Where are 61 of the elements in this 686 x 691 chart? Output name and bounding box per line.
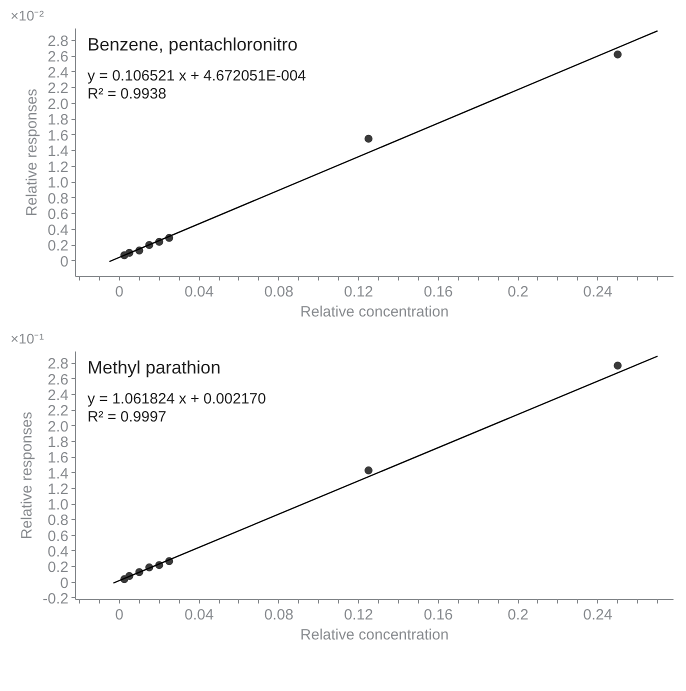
- y-tick-label: 2.8: [48, 32, 69, 50]
- x-axis-title: Relative concentration: [300, 304, 449, 320]
- x-tick-label: 0.08: [264, 606, 294, 624]
- y-tick-label: 0: [60, 574, 68, 592]
- y-tick-label: 2.2: [48, 80, 69, 98]
- y-tick-label: 1.6: [48, 127, 69, 144]
- x-axis-title: Relative concentration: [300, 626, 449, 644]
- y-tick-label: 2.2: [48, 402, 69, 420]
- annotation: R² = 0.9938: [88, 86, 166, 102]
- y-tick-label: 2.4: [48, 64, 69, 82]
- x-tick-label: 0: [115, 606, 124, 624]
- point: [614, 362, 622, 370]
- chart-title: Methyl parathion: [88, 358, 221, 378]
- y-tick-label: 0.6: [48, 528, 69, 545]
- x-tick-label: 0.04: [184, 606, 214, 624]
- y-tick-label: 1.6: [48, 450, 69, 467]
- y-tick-label: 1.4: [48, 143, 69, 160]
- y-tick-label: 2.6: [48, 371, 69, 388]
- x-tick-label: 0.12: [344, 606, 374, 624]
- y-tick-label: -0.2: [42, 590, 69, 608]
- x-tick-label: 0.24: [583, 606, 612, 624]
- y-tick-label: 0.4: [48, 543, 69, 560]
- chart-title: Benzene, pentachloronitro: [88, 34, 298, 54]
- x-tick-label: 0.16: [424, 284, 453, 300]
- text: ×10⁻²: [10, 8, 44, 24]
- annotation: y = 1.061824 x + 0.002170: [88, 390, 266, 408]
- y-tick-label: 1.2: [48, 158, 69, 176]
- y-tick-label: 1.0: [48, 174, 69, 192]
- annotation: y = 0.106521 x + 4.672051E-004: [88, 68, 306, 84]
- text: ×10⁻¹: [10, 330, 44, 346]
- x-tick-label: 0.2: [508, 606, 528, 624]
- y-tick-label: 2.0: [48, 418, 69, 436]
- y-tick-label: 2.0: [48, 96, 69, 113]
- y-tick-label: 2.8: [48, 356, 69, 373]
- x-tick-label: 0.04: [184, 284, 214, 300]
- x-tick-label: 0.12: [344, 284, 374, 300]
- y-axis-title: Relative responses: [18, 412, 36, 540]
- y-tick-label: 1.2: [48, 480, 69, 498]
- y-tick-label: 0: [60, 253, 68, 270]
- y-axis-title: Relative responses: [24, 88, 41, 216]
- x-tick-label: 0.16: [424, 606, 453, 624]
- y-tick-label: 2.4: [48, 387, 69, 404]
- y-tick-label: 0.6: [48, 206, 69, 224]
- y-tick-label: 2.6: [48, 48, 69, 66]
- y-tick-label: 0.4: [48, 222, 69, 239]
- y-tick-label: 1.8: [48, 434, 69, 451]
- x-tick-label: 0.24: [583, 284, 612, 300]
- x-tick-label: 0.08: [264, 284, 294, 300]
- point: [364, 466, 373, 474]
- y-tick-label: 1.4: [48, 465, 69, 482]
- y-tick-label: 1.8: [48, 112, 69, 129]
- annotation: R² = 0.9997: [88, 408, 166, 426]
- y-tick-label: 0.2: [48, 559, 69, 576]
- x-tick-label: 0: [115, 284, 124, 300]
- y-tick-label: 0.8: [48, 512, 69, 530]
- y-tick-label: 0.8: [48, 190, 69, 208]
- point: [614, 50, 622, 58]
- x-tick-label: 0.2: [508, 284, 528, 300]
- y-tick-label: 0.2: [48, 238, 69, 255]
- y-tick-label: 1.0: [48, 496, 69, 514]
- point: [364, 134, 373, 143]
